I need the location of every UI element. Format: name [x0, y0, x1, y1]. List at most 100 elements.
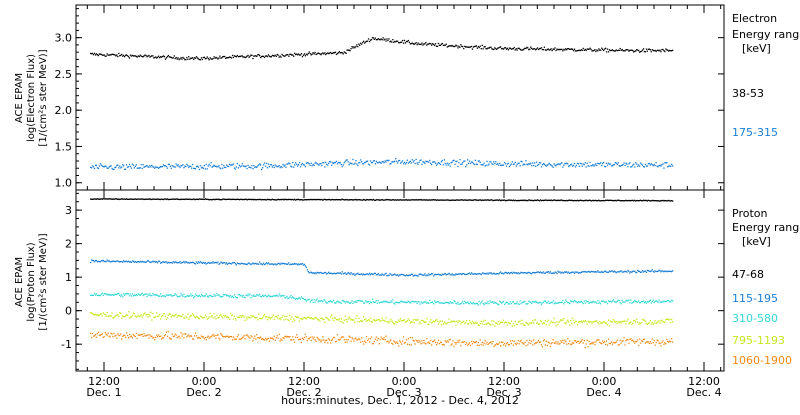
data-point [358, 317, 360, 319]
data-point [154, 167, 156, 169]
data-point [402, 163, 405, 165]
data-point [611, 343, 614, 345]
data-point [609, 342, 612, 345]
data-point [499, 162, 501, 164]
data-point [422, 44, 424, 46]
data-point [618, 165, 620, 167]
data-point [496, 322, 498, 324]
data-point [223, 294, 225, 296]
data-point [147, 334, 149, 336]
data-point [191, 261, 193, 264]
data-point [651, 164, 653, 166]
data-point [555, 271, 557, 274]
data-point [616, 163, 618, 165]
data-point [226, 57, 228, 59]
data-point [527, 199, 529, 202]
data-point [432, 321, 434, 323]
data-point [433, 303, 435, 305]
data-point [270, 317, 272, 319]
data-point [605, 199, 607, 201]
data-point [570, 272, 572, 274]
data-point [376, 319, 378, 321]
data-point [256, 294, 258, 296]
data-point [487, 164, 489, 166]
data-point [654, 200, 656, 202]
data-point [200, 198, 203, 200]
data-point [516, 49, 518, 51]
data-point [252, 262, 254, 264]
data-point [183, 337, 185, 339]
data-point [478, 324, 480, 327]
data-point [281, 53, 283, 56]
data-point [259, 293, 261, 296]
data-point [232, 318, 235, 320]
data-point [386, 341, 388, 343]
data-point [472, 341, 475, 343]
data-point [115, 334, 117, 336]
data-point [451, 301, 453, 304]
data-point [292, 54, 294, 56]
data-point [173, 294, 175, 296]
data-point [565, 48, 567, 50]
data-point [508, 199, 511, 201]
data-point [622, 301, 624, 303]
data-point [467, 273, 469, 275]
data-point [117, 164, 119, 166]
data-point [327, 272, 329, 275]
data-point [163, 261, 166, 264]
data-point [418, 161, 420, 163]
data-point [188, 295, 190, 297]
data-point [545, 199, 547, 201]
data-point [454, 321, 456, 323]
data-point [352, 47, 354, 49]
data-point [244, 319, 246, 321]
data-point [148, 166, 150, 168]
data-point [204, 295, 206, 297]
data-point [273, 55, 275, 57]
data-point [295, 263, 297, 265]
data-point [121, 317, 123, 319]
data-point [199, 59, 202, 61]
data-point [361, 199, 363, 201]
data-point [522, 199, 524, 202]
data-point [569, 340, 571, 342]
data-point [101, 292, 103, 294]
data-point [554, 164, 556, 166]
data-point [221, 163, 223, 166]
data-point [469, 301, 472, 303]
data-point [381, 39, 383, 41]
data-point [118, 315, 120, 318]
data-point [93, 335, 96, 337]
data-point [499, 46, 501, 48]
data-point [664, 162, 666, 164]
data-point [608, 49, 611, 51]
data-point [328, 300, 330, 303]
data-point [646, 323, 648, 325]
data-point [249, 337, 251, 339]
data-point [372, 342, 374, 345]
data-point [531, 199, 533, 201]
xtick-date-label: Dec. 4 [586, 386, 621, 399]
data-point [282, 54, 284, 57]
data-point [619, 47, 621, 50]
data-point [343, 199, 345, 201]
data-point [631, 166, 633, 168]
data-point [577, 340, 580, 342]
data-point [340, 199, 342, 201]
data-point [407, 39, 409, 42]
data-point [610, 341, 613, 343]
data-point [553, 272, 555, 275]
data-point [217, 261, 219, 263]
data-point [405, 161, 408, 164]
data-point [242, 315, 244, 317]
data-point [196, 262, 199, 264]
data-point [311, 299, 313, 301]
data-point [210, 162, 212, 164]
data-point [270, 164, 272, 166]
data-point [511, 325, 513, 327]
data-point [183, 198, 185, 200]
data-point [505, 199, 508, 202]
data-point [648, 200, 650, 202]
data-point [425, 301, 427, 303]
data-point [467, 199, 469, 201]
